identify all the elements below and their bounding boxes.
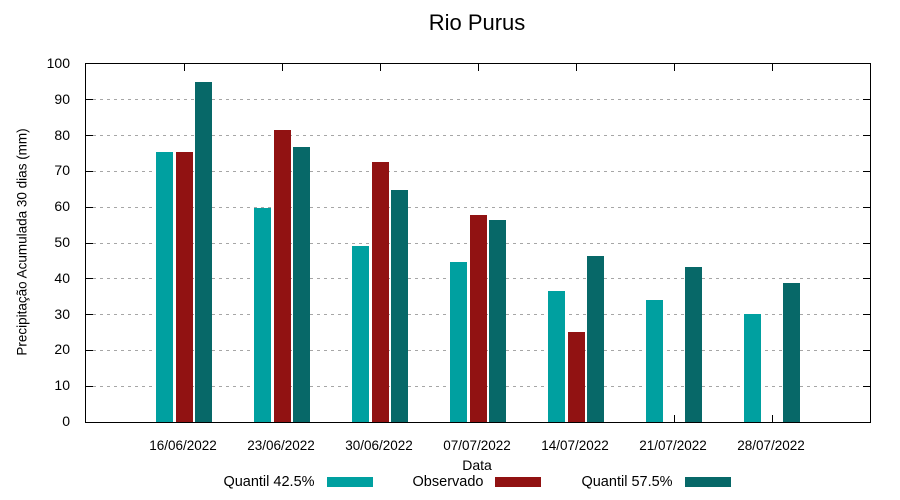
legend-swatch (495, 477, 542, 487)
y-tick-label: 60 (54, 198, 70, 215)
y-tick-label: 0 (62, 413, 70, 429)
bar (273, 129, 291, 422)
y-tick-label: 50 (54, 234, 70, 250)
y-tick-mark-right (863, 206, 870, 208)
gridline (86, 170, 870, 172)
y-tick-mark-left (86, 242, 93, 244)
y-tick-mark-right (863, 278, 870, 280)
y-tick-mark-left (86, 349, 93, 351)
bar (175, 152, 193, 422)
y-tick-label: 10 (54, 377, 70, 394)
legend-swatch (684, 477, 731, 487)
bar (391, 190, 408, 422)
y-tick-mark-right (863, 385, 870, 387)
bar (254, 207, 271, 422)
bar (567, 331, 585, 422)
y-tick-label: 70 (54, 162, 70, 179)
x-tick-label: 23/06/2022 (247, 438, 315, 453)
y-tick-mark-left (86, 170, 93, 172)
y-tick-label: 90 (54, 90, 70, 107)
bar (646, 299, 663, 422)
x-tick-label: 07/07/2022 (443, 438, 511, 453)
legend-swatch (326, 477, 373, 487)
legend-entry: Quantil 42.5% (223, 474, 373, 490)
legend: Quantil 42.5% Observado Quantil 57.5% (85, 474, 869, 490)
x-tick-label: 21/07/2022 (639, 438, 707, 453)
x-tick-label: 30/06/2022 (345, 438, 413, 453)
x-tick-mark-top (575, 64, 577, 71)
gridline (86, 135, 870, 137)
legend-entry: Observado (413, 474, 542, 490)
x-tick-mark-top (379, 64, 381, 71)
x-tick-label: 16/06/2022 (149, 438, 217, 453)
y-tick-label: 30 (54, 305, 70, 322)
chart-title: Rio Purus (428, 10, 526, 35)
x-tick-mark-top (673, 64, 675, 71)
x-tick-mark-top (281, 64, 283, 71)
y-tick-mark-left (86, 135, 93, 137)
bar (371, 162, 389, 422)
bar (489, 220, 506, 422)
x-axis-label: Data (462, 457, 492, 473)
bar (293, 146, 310, 422)
y-tick-mark-left (86, 99, 93, 101)
y-tick-mark-right (863, 135, 870, 137)
y-tick-label: 40 (54, 269, 70, 286)
bar (352, 245, 369, 422)
gridline (86, 99, 870, 101)
bar (685, 267, 702, 422)
y-tick-mark-left (86, 278, 93, 280)
gridline (86, 206, 870, 208)
bar (744, 313, 761, 422)
y-tick-mark-right (863, 170, 870, 172)
legend-label: Quantil 57.5% (581, 474, 673, 490)
x-tick-mark-top (477, 64, 479, 71)
bar (783, 283, 800, 422)
y-tick-mark-right (863, 242, 870, 244)
x-tick-mark-top (771, 64, 773, 71)
y-tick-mark-right (863, 314, 870, 316)
bar (450, 261, 467, 422)
bar (156, 152, 173, 422)
x-tick-mark-bottom (673, 415, 675, 422)
bar (469, 215, 487, 422)
x-tick-mark-bottom (771, 415, 773, 422)
y-tick-mark-right (863, 349, 870, 351)
y-tick-label: 80 (54, 126, 70, 143)
y-tick-mark-left (86, 314, 93, 316)
y-tick-label: 20 (54, 341, 70, 358)
bar (548, 291, 565, 422)
bar (195, 81, 212, 422)
y-tick-label: 100 (46, 55, 70, 71)
plot-area (85, 63, 871, 423)
legend-label: Quantil 42.5% (223, 474, 315, 490)
y-tick-mark-left (86, 385, 93, 387)
y-tick-mark-left (86, 206, 93, 208)
x-tick-label: 14/07/2022 (541, 438, 609, 453)
legend-entry: Quantil 57.5% (581, 474, 731, 490)
x-tick-label: 28/07/2022 (737, 438, 805, 453)
x-tick-mark-top (183, 64, 185, 71)
bar (587, 255, 604, 422)
y-tick-mark-right (863, 99, 870, 101)
legend-label: Observado (412, 474, 484, 490)
